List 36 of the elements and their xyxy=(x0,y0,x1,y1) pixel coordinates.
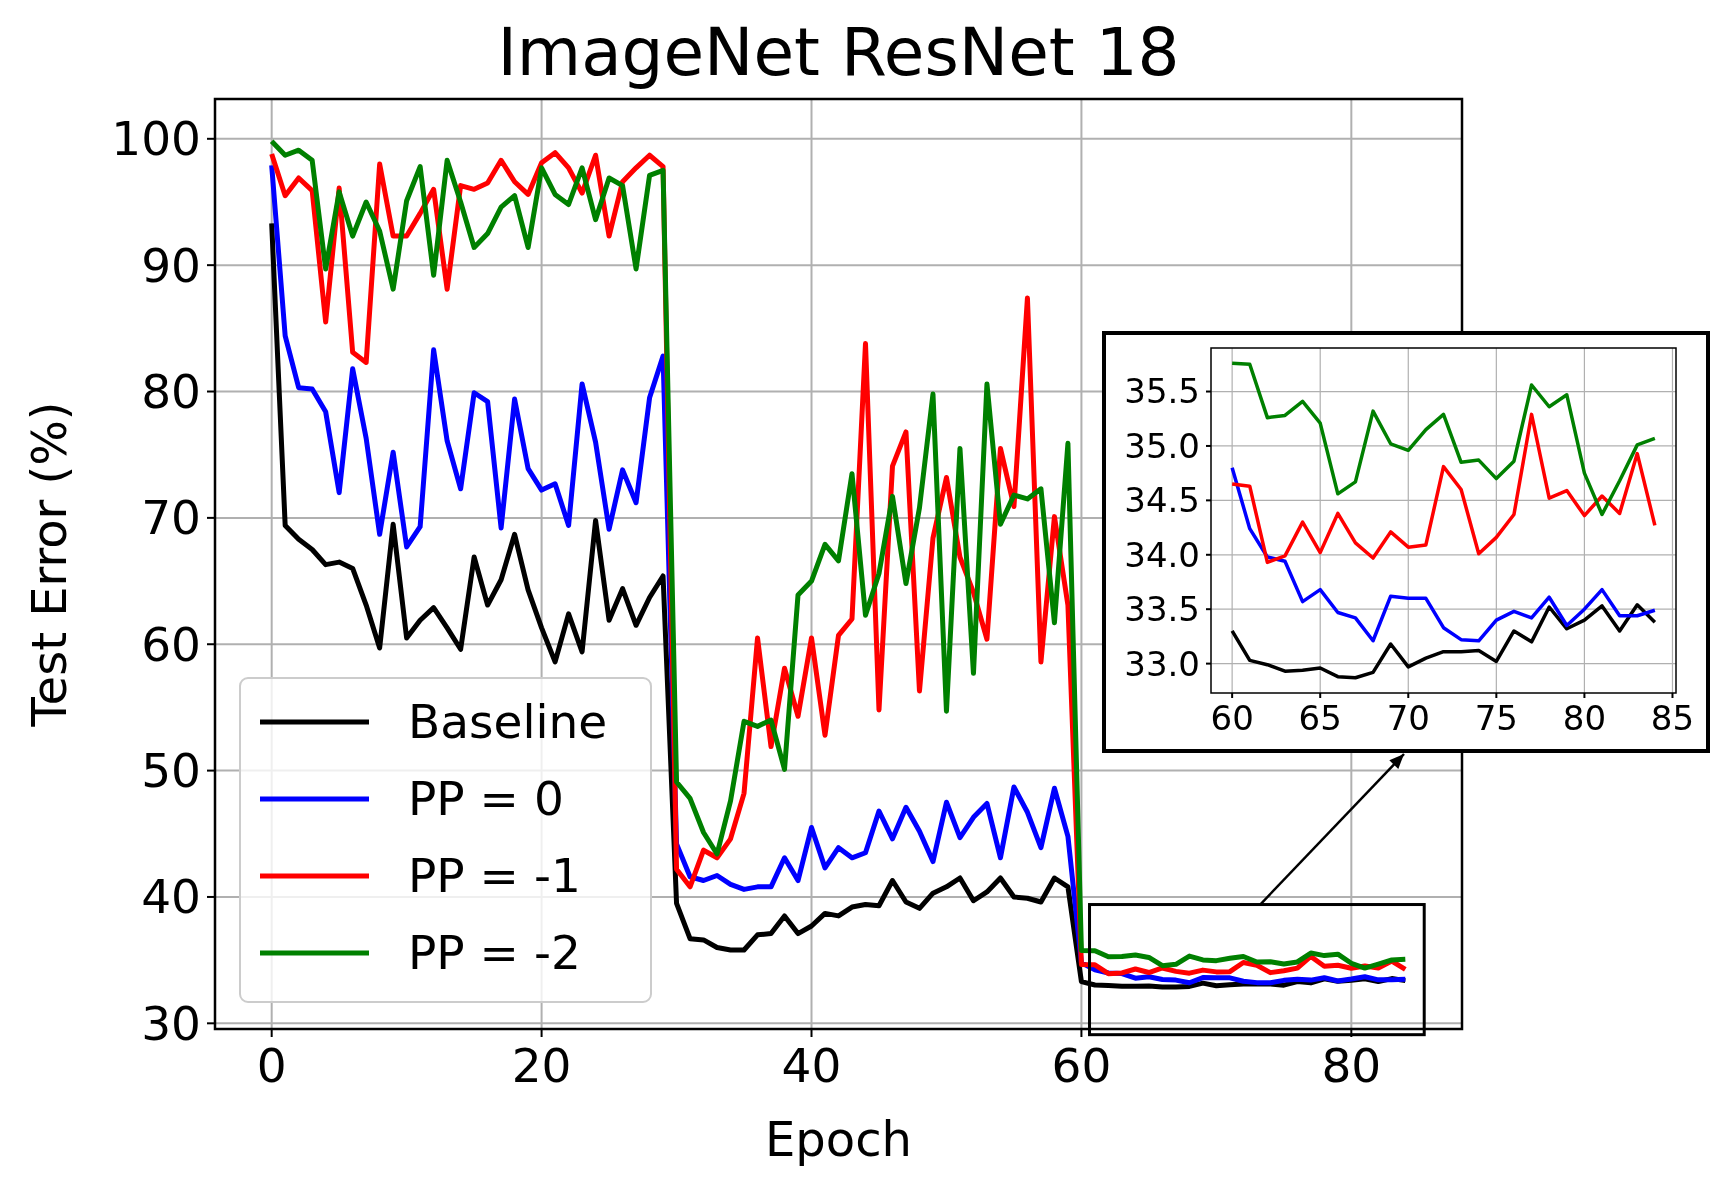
legend-label: PP = -1 xyxy=(408,848,581,904)
y-tick-label: 90 xyxy=(141,237,201,293)
y-tick-label: 35.5 xyxy=(1124,371,1200,412)
y-tick-label: 34.5 xyxy=(1124,480,1200,521)
x-tick-label: 60 xyxy=(1210,698,1254,739)
y-tick-label: 50 xyxy=(141,743,201,799)
x-tick-label: 60 xyxy=(1051,1037,1112,1093)
x-tick-label: 40 xyxy=(781,1037,842,1093)
y-tick-label: 34.0 xyxy=(1124,534,1200,575)
legend-label: PP = 0 xyxy=(408,771,564,827)
x-tick-label: 85 xyxy=(1650,698,1695,739)
legend-label: Baseline xyxy=(408,694,608,750)
y-tick-label: 30 xyxy=(141,995,201,1051)
x-tick-label: 65 xyxy=(1298,698,1342,739)
y-tick-label: 35.0 xyxy=(1124,425,1200,466)
y-axis-title: Test Error (%) xyxy=(21,401,77,728)
y-tick-label: 70 xyxy=(141,490,201,546)
x-tick-label: 0 xyxy=(256,1037,287,1093)
y-tick-label: 100 xyxy=(111,111,201,167)
y-tick-label: 33.0 xyxy=(1124,643,1200,684)
x-tick-label: 80 xyxy=(1562,698,1607,739)
x-tick-label: 75 xyxy=(1474,698,1518,739)
line-series xyxy=(1230,603,1657,680)
line-series xyxy=(1230,361,1657,517)
line-series xyxy=(1230,465,1657,643)
y-tick-label: 60 xyxy=(141,616,201,672)
x-tick-label: 80 xyxy=(1321,1037,1382,1093)
y-tick-label: 80 xyxy=(141,363,201,419)
x-tick-label: 20 xyxy=(511,1037,572,1093)
x-tick-label: 70 xyxy=(1386,698,1430,739)
line-series xyxy=(1230,412,1657,565)
legend-label: PP = -2 xyxy=(408,925,581,981)
y-tick-label: 33.5 xyxy=(1124,589,1200,630)
chart-title: ImageNet ResNet 18 xyxy=(497,14,1180,91)
x-axis-title: Epoch xyxy=(765,1111,912,1167)
y-tick-label: 40 xyxy=(141,869,201,925)
